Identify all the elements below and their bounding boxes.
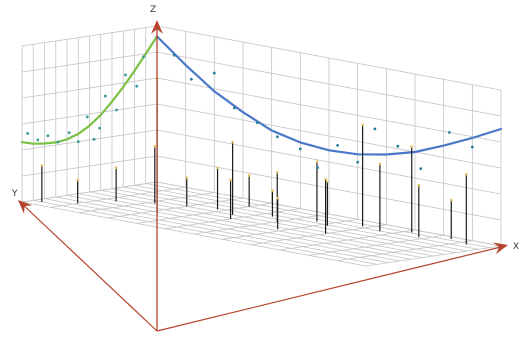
side-wall-grid-line	[21, 77, 158, 99]
data-point-series-1	[103, 94, 107, 98]
data-point-series-1	[26, 132, 30, 135]
data-point-series-2	[356, 160, 360, 164]
fit-curve-2	[155, 35, 503, 156]
back-wall-grid-line	[156, 51, 502, 117]
data-points	[26, 53, 474, 171]
back-wall-grid-line	[156, 155, 502, 221]
stem-tip	[216, 166, 219, 170]
stem-tip	[247, 174, 251, 177]
stem-tip	[76, 178, 79, 182]
axes	[18, 20, 508, 332]
data-point-series-1	[36, 138, 40, 142]
y-axis-label: Y	[11, 189, 18, 199]
back-wall-grid-line	[156, 77, 502, 143]
z-axis-label: Z	[150, 5, 156, 15]
side-wall-grid-line	[21, 51, 158, 73]
data-point-series-2	[316, 166, 319, 170]
x-axis-arrowhead	[492, 242, 508, 255]
data-point-series-1	[56, 140, 60, 144]
stem-tip	[114, 166, 118, 169]
y-axis-arrowhead	[18, 200, 33, 214]
data-point-series-2	[255, 121, 259, 125]
data-point-series-1	[85, 115, 89, 119]
floor-grid-line	[145, 183, 490, 249]
data-point-series-2	[276, 135, 279, 139]
back-wall-grid-line	[156, 129, 502, 195]
data-point-series-1	[46, 134, 50, 138]
stem-tip	[324, 177, 327, 181]
data-point-series-2	[419, 167, 423, 171]
floor-grid-line	[78, 193, 423, 259]
floor-grid-line	[111, 188, 457, 254]
side-wall-grid-line	[21, 129, 158, 151]
stem-tip	[153, 144, 157, 148]
data-point-series-2	[470, 145, 474, 149]
stem-tip	[361, 123, 364, 127]
data-point-series-1	[124, 73, 127, 77]
stem-tip	[40, 164, 44, 167]
data-point-series-1	[67, 131, 71, 135]
data-point-series-2	[396, 144, 400, 148]
floor-grid-line	[21, 201, 367, 267]
data-point-series-1	[115, 108, 118, 112]
stem-tip	[465, 172, 468, 176]
side-wall-grid-line	[21, 155, 158, 177]
back-wall-grid-line	[156, 181, 502, 247]
stem-tip	[185, 176, 189, 180]
floor-grid-line	[123, 186, 468, 252]
data-point-series-2	[172, 53, 176, 57]
stems	[40, 77, 468, 245]
floor-grid-line	[134, 184, 479, 250]
x-axis-line	[156, 245, 506, 332]
data-point-series-2	[233, 106, 236, 110]
x-axis-label: X	[513, 242, 519, 252]
side-wall-grid-line	[21, 181, 158, 203]
stem-tip	[275, 170, 279, 174]
floor-grid-line	[44, 198, 389, 264]
stem-tip	[378, 162, 382, 166]
stem-tip	[315, 160, 319, 164]
floor-grid-line	[66, 194, 412, 260]
data-point-series-2	[298, 147, 302, 151]
floor-grid-line	[55, 196, 400, 262]
data-point-series-1	[92, 137, 96, 141]
back-wall-grid-line	[156, 103, 502, 169]
floor-grid-line	[89, 191, 434, 257]
stem-tip	[271, 189, 274, 192]
z-axis-arrowhead	[151, 20, 163, 34]
stem-tip	[326, 180, 329, 183]
stem-tip	[449, 198, 453, 202]
data-point-series-2	[448, 131, 451, 134]
y-axis-line	[19, 201, 158, 332]
side-wall-grid-line	[21, 25, 158, 47]
floor-grid-line	[100, 189, 445, 255]
fit-curve-1	[20, 35, 159, 145]
data-point-series-2	[190, 77, 193, 81]
side-wall-grid-line	[21, 103, 158, 125]
stem-tip	[231, 140, 234, 144]
data-point-series-2	[373, 127, 377, 131]
data-point-series-2	[212, 71, 216, 75]
stem-tip	[417, 183, 421, 187]
grid	[21, 25, 502, 267]
data-point-series-1	[76, 140, 80, 144]
floor-grid-line	[33, 199, 378, 265]
stem-tip	[229, 178, 232, 182]
fit-curves	[20, 35, 503, 156]
data-point-series-1	[98, 126, 102, 130]
data-point-series-1	[135, 84, 139, 88]
stem-tip	[276, 196, 279, 200]
data-point-series-1	[142, 55, 145, 58]
data-point-series-2	[336, 144, 339, 147]
back-wall-grid-line	[156, 25, 502, 91]
stem-tip	[410, 145, 414, 148]
